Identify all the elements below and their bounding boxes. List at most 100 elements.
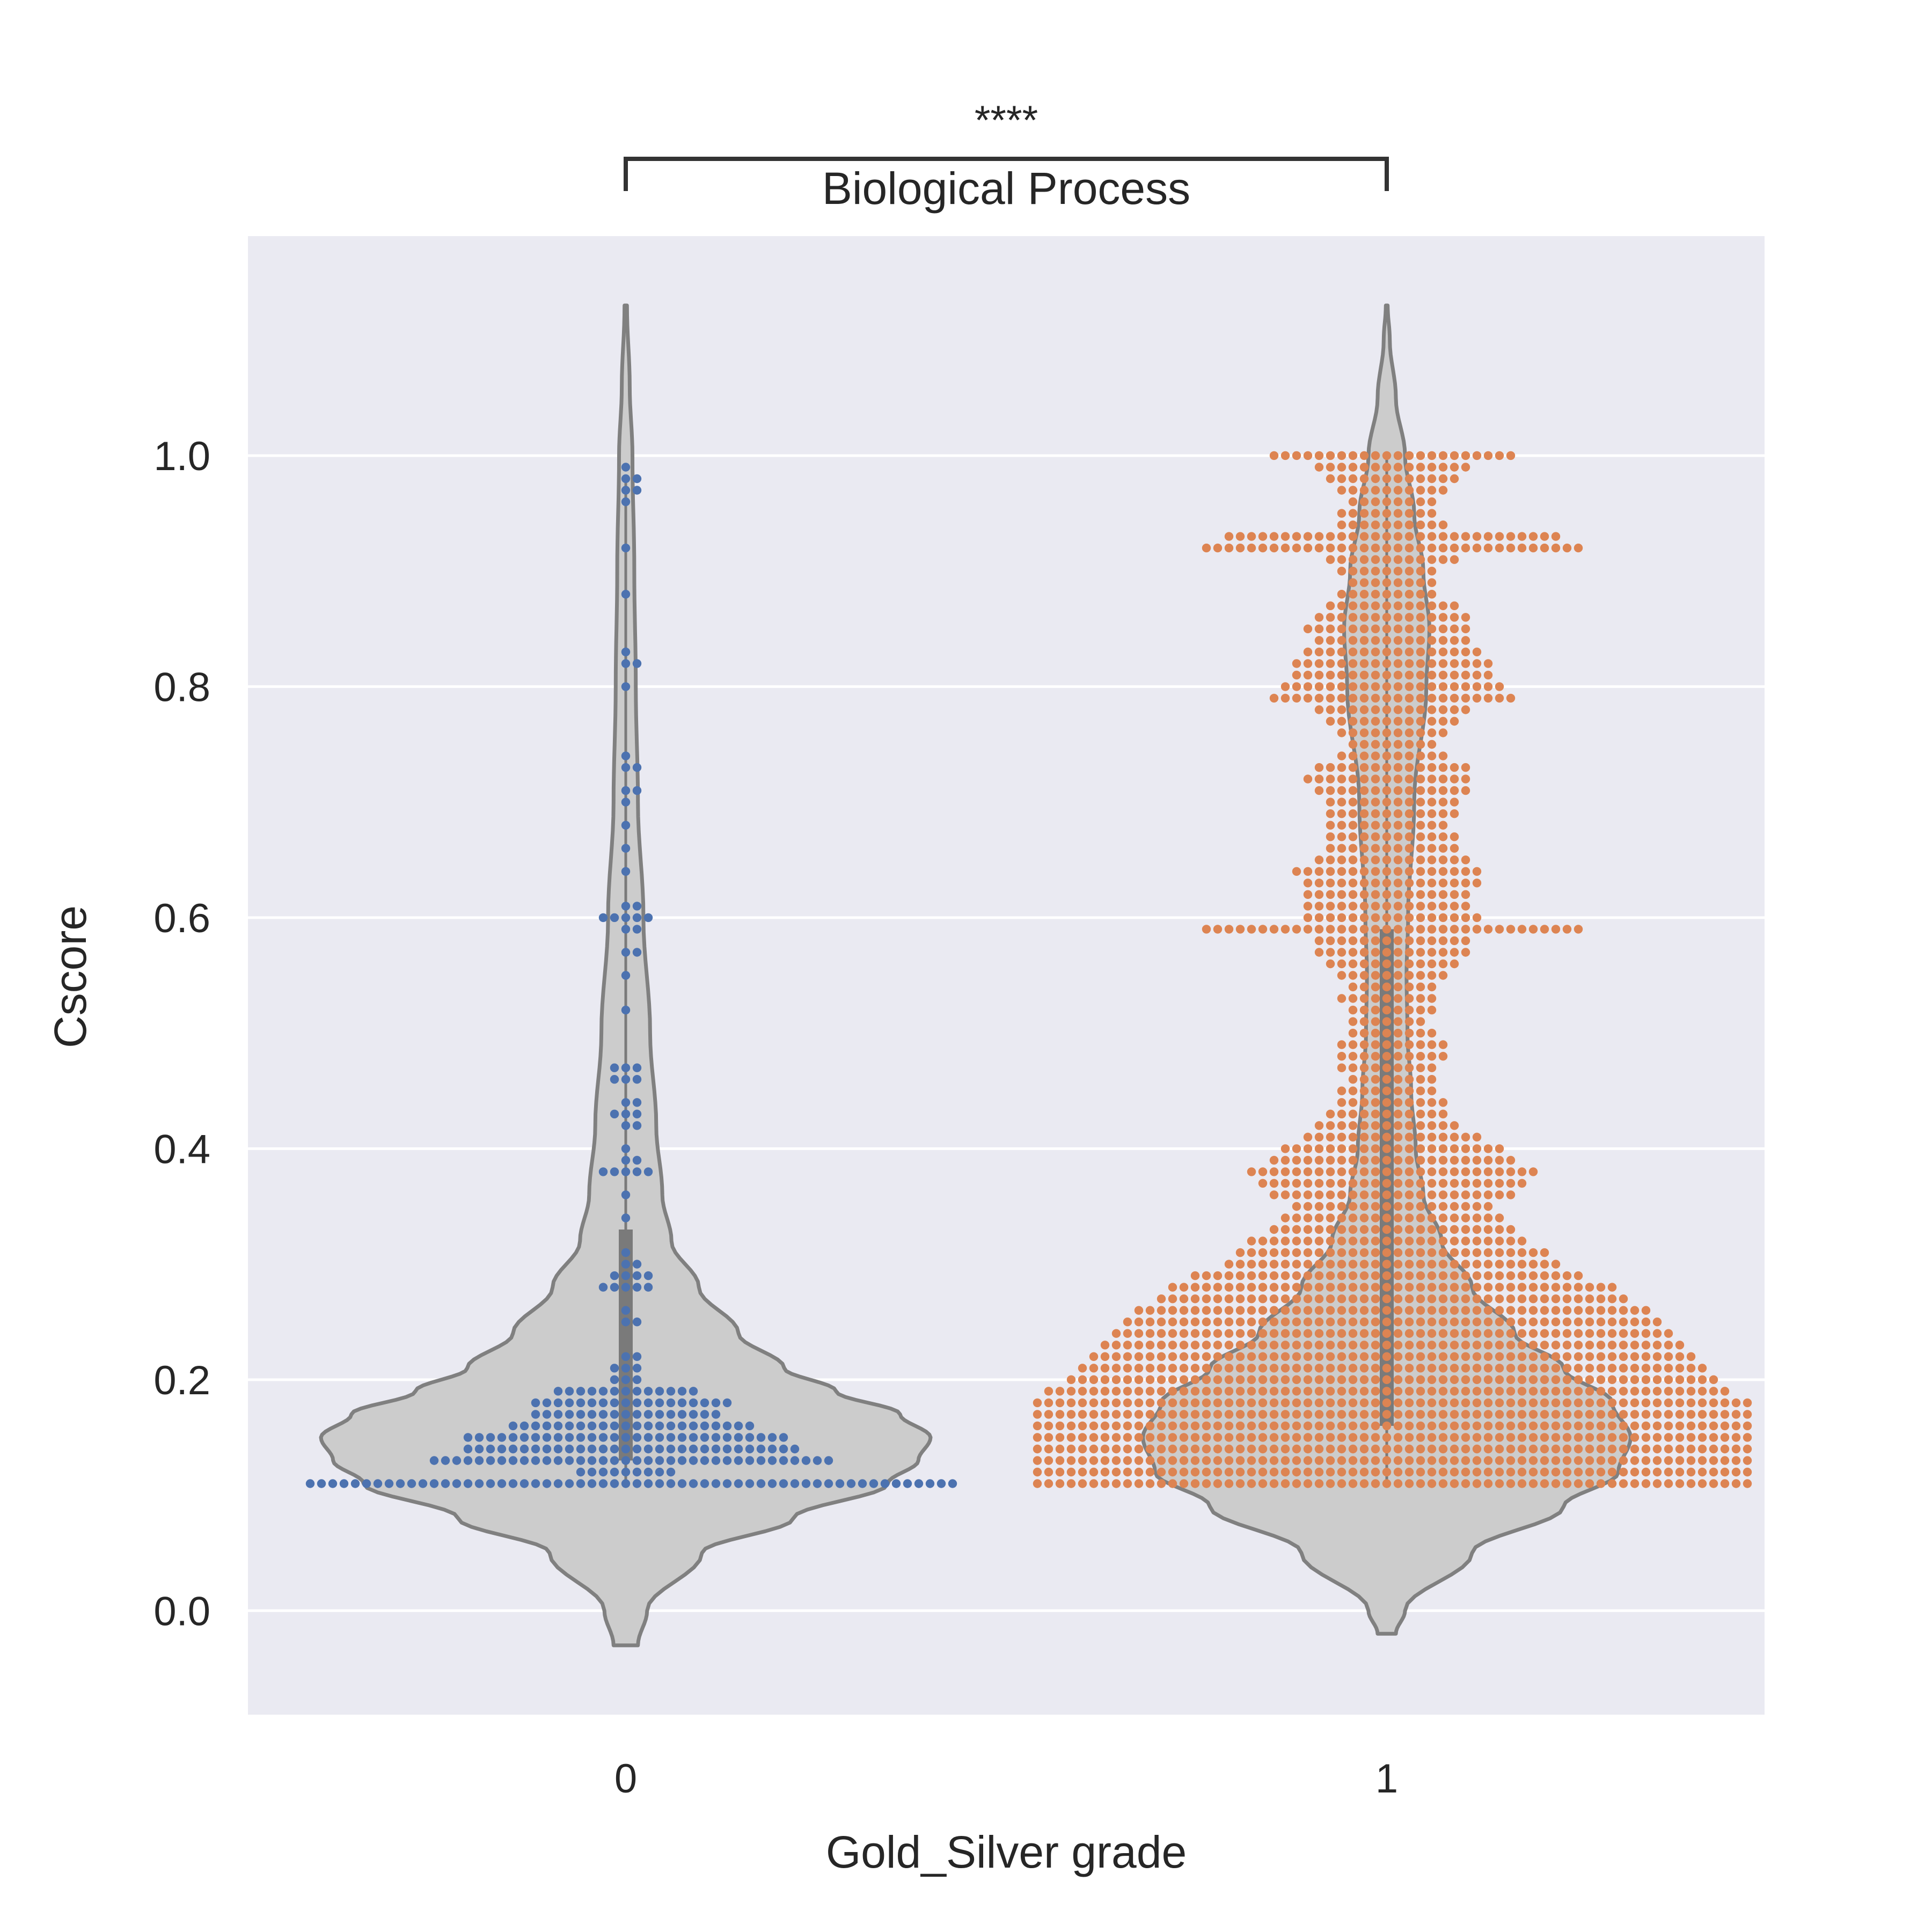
swarm-point-0 xyxy=(441,1479,450,1488)
swarm-point-1 xyxy=(1404,809,1414,818)
swarm-point-1 xyxy=(1528,1467,1538,1477)
swarm-point-1 xyxy=(1269,1352,1279,1361)
swarm-point-1 xyxy=(1348,624,1358,634)
swarm-point-0 xyxy=(486,1479,495,1488)
swarm-point-1 xyxy=(1517,1271,1527,1280)
swarm-point-1 xyxy=(1404,1444,1414,1454)
swarm-point-1 xyxy=(1652,1341,1662,1350)
swarm-point-1 xyxy=(1337,902,1346,911)
swarm-point-1 xyxy=(1258,1179,1268,1188)
swarm-point-1 xyxy=(1472,1318,1482,1327)
swarm-point-1 xyxy=(1393,670,1403,680)
swarm-point-1 xyxy=(1438,1341,1448,1350)
swarm-point-1 xyxy=(1371,1225,1380,1234)
swarm-point-1 xyxy=(1292,1213,1301,1223)
swarm-point-1 xyxy=(1607,1421,1617,1431)
y-tick-label: 0.4 xyxy=(153,1126,210,1172)
swarm-point-1 xyxy=(1337,1341,1346,1350)
swarm-point-1 xyxy=(1686,1398,1696,1408)
swarm-point-1 xyxy=(1404,913,1414,923)
swarm-point-1 xyxy=(1483,1456,1493,1465)
swarm-point-1 xyxy=(1404,925,1414,934)
swarm-point-1 xyxy=(1562,1387,1572,1396)
swarm-point-1 xyxy=(1348,728,1358,737)
swarm-point-1 xyxy=(1416,1271,1425,1280)
swarm-point-1 xyxy=(1528,1398,1538,1408)
swarm-point-1 xyxy=(1450,1467,1459,1477)
swarm-point-1 xyxy=(1179,1283,1189,1292)
swarm-point-1 xyxy=(1450,601,1459,611)
swarm-point-1 xyxy=(1720,1456,1730,1465)
swarm-point-0 xyxy=(689,1387,698,1396)
swarm-point-1 xyxy=(1359,1283,1369,1292)
swarm-point-1 xyxy=(1404,1306,1414,1315)
swarm-point-1 xyxy=(1326,786,1335,795)
swarm-point-1 xyxy=(1404,763,1414,772)
swarm-point-1 xyxy=(1472,532,1482,541)
swarm-point-1 xyxy=(1292,532,1301,541)
swarm-point-1 xyxy=(1348,902,1358,911)
swarm-point-0 xyxy=(700,1410,709,1419)
swarm-point-1 xyxy=(1314,855,1324,865)
swarm-point-1 xyxy=(1393,959,1403,969)
swarm-point-1 xyxy=(1303,1467,1313,1477)
swarm-point-1 xyxy=(1630,1479,1640,1488)
swarm-point-1 xyxy=(1450,670,1459,680)
swarm-point-1 xyxy=(1179,1364,1189,1373)
swarm-point-1 xyxy=(1393,971,1403,980)
swarm-point-1 xyxy=(1100,1410,1110,1419)
swarm-point-1 xyxy=(1258,1433,1268,1442)
swarm-point-1 xyxy=(1382,1444,1392,1454)
swarm-point-1 xyxy=(1528,1306,1538,1315)
swarm-point-0 xyxy=(722,1444,732,1454)
swarm-point-1 xyxy=(1393,1109,1403,1118)
swarm-point-0 xyxy=(734,1479,743,1488)
swarm-point-1 xyxy=(1314,1352,1324,1361)
swarm-point-1 xyxy=(1450,867,1459,876)
swarm-point-1 xyxy=(1450,543,1459,553)
swarm-point-1 xyxy=(1303,1260,1313,1269)
swarm-point-1 xyxy=(1483,1467,1493,1477)
swarm-point-1 xyxy=(1123,1433,1132,1442)
swarm-point-1 xyxy=(1337,647,1346,657)
swarm-point-1 xyxy=(1551,543,1561,553)
swarm-point-0 xyxy=(666,1387,676,1396)
swarm-point-0 xyxy=(632,1063,642,1072)
swarm-point-1 xyxy=(1416,1283,1425,1292)
swarm-point-1 xyxy=(1596,1341,1606,1350)
swarm-point-1 xyxy=(1280,451,1290,460)
swarm-point-1 xyxy=(1280,1421,1290,1431)
swarm-point-1 xyxy=(1359,821,1369,830)
swarm-point-1 xyxy=(1427,659,1437,668)
swarm-point-1 xyxy=(1326,763,1335,772)
swarm-point-1 xyxy=(1348,1387,1358,1396)
swarm-point-0 xyxy=(846,1479,856,1488)
swarm-point-1 xyxy=(1145,1375,1155,1384)
swarm-point-1 xyxy=(1551,1352,1561,1361)
swarm-point-1 xyxy=(1168,1329,1177,1338)
swarm-point-0 xyxy=(621,1479,631,1488)
swarm-point-0 xyxy=(643,1410,653,1419)
swarm-point-1 xyxy=(1382,902,1392,911)
swarm-point-0 xyxy=(452,1456,462,1465)
y-tick-label: 0.8 xyxy=(153,664,210,710)
swarm-point-1 xyxy=(1348,809,1358,818)
swarm-point-1 xyxy=(1348,1341,1358,1350)
swarm-point-0 xyxy=(486,1433,495,1442)
swarm-point-1 xyxy=(1382,1341,1392,1350)
swarm-point-1 xyxy=(1269,1225,1279,1234)
swarm-point-1 xyxy=(1404,659,1414,668)
y-tick-label: 0.6 xyxy=(153,896,210,941)
swarm-point-1 xyxy=(1247,1167,1256,1176)
swarm-point-0 xyxy=(677,1479,687,1488)
swarm-point-1 xyxy=(1247,532,1256,541)
swarm-point-1 xyxy=(1416,497,1425,507)
swarm-point-1 xyxy=(1461,855,1470,865)
swarm-point-1 xyxy=(1506,1444,1516,1454)
swarm-point-1 xyxy=(1337,971,1346,980)
swarm-point-1 xyxy=(1326,659,1335,668)
swarm-point-1 xyxy=(1314,1121,1324,1130)
swarm-point-1 xyxy=(1145,1352,1155,1361)
swarm-point-1 xyxy=(1450,451,1459,460)
swarm-point-1 xyxy=(1326,624,1335,634)
